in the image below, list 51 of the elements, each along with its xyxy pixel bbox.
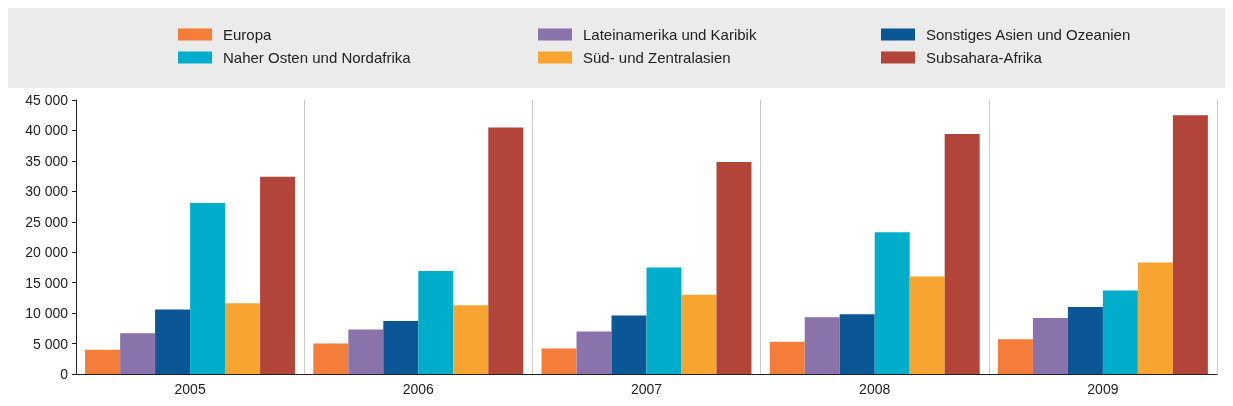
bar [1102,290,1138,374]
y-tick-label: 20 000 [25,244,69,261]
y-tick-label: 25 000 [25,213,69,230]
bar [944,134,980,374]
bar [716,162,752,374]
bar [348,329,384,374]
bar [874,232,910,374]
legend-label: Lateinamerika und Karibik [583,26,757,43]
bar [120,333,156,374]
y-tick-label: 5 000 [32,335,69,352]
x-tick-label: 2008 [859,381,891,397]
bar [453,305,489,374]
bar [260,176,296,374]
bar [488,127,524,374]
bar [1032,317,1068,374]
x-tick-label: 2006 [402,381,435,397]
bar [313,343,349,374]
y-tick-label: 45 000 [25,92,69,108]
bar [769,341,805,374]
x-tick-label: 2009 [1087,381,1119,397]
y-tick-label: 0 [60,366,69,382]
bar [85,349,121,374]
y-tick-label: 10 000 [25,305,69,322]
x-tick-label: 2005 [174,381,206,397]
bar [839,314,875,374]
bar [225,303,261,374]
bar [190,202,226,374]
legend-label: Europa [223,26,273,43]
legend-label: Süd- und Zentralasien [583,49,731,66]
bar [383,321,419,374]
legend-label: Sonstiges Asien und Ozeanien [926,26,1131,43]
bar [646,267,682,374]
bar [909,276,945,374]
bar [804,317,840,374]
y-tick-label: 40 000 [25,122,69,139]
y-tick-label: 15 000 [25,274,69,291]
bar [418,271,454,374]
bar [1067,307,1103,374]
bar [541,348,577,374]
legend-label: Naher Osten und Nordafrika [223,49,412,66]
y-tick-label: 30 000 [25,183,69,200]
bar [576,331,612,374]
bar [155,309,191,374]
bar [681,294,717,374]
bar [997,339,1033,374]
bar [1137,262,1173,374]
bar [611,315,647,374]
x-tick-label: 2007 [630,381,663,397]
bar [1172,115,1208,374]
legend-label: Subsahara-Afrika [926,49,1043,66]
y-tick-label: 35 000 [25,152,69,169]
